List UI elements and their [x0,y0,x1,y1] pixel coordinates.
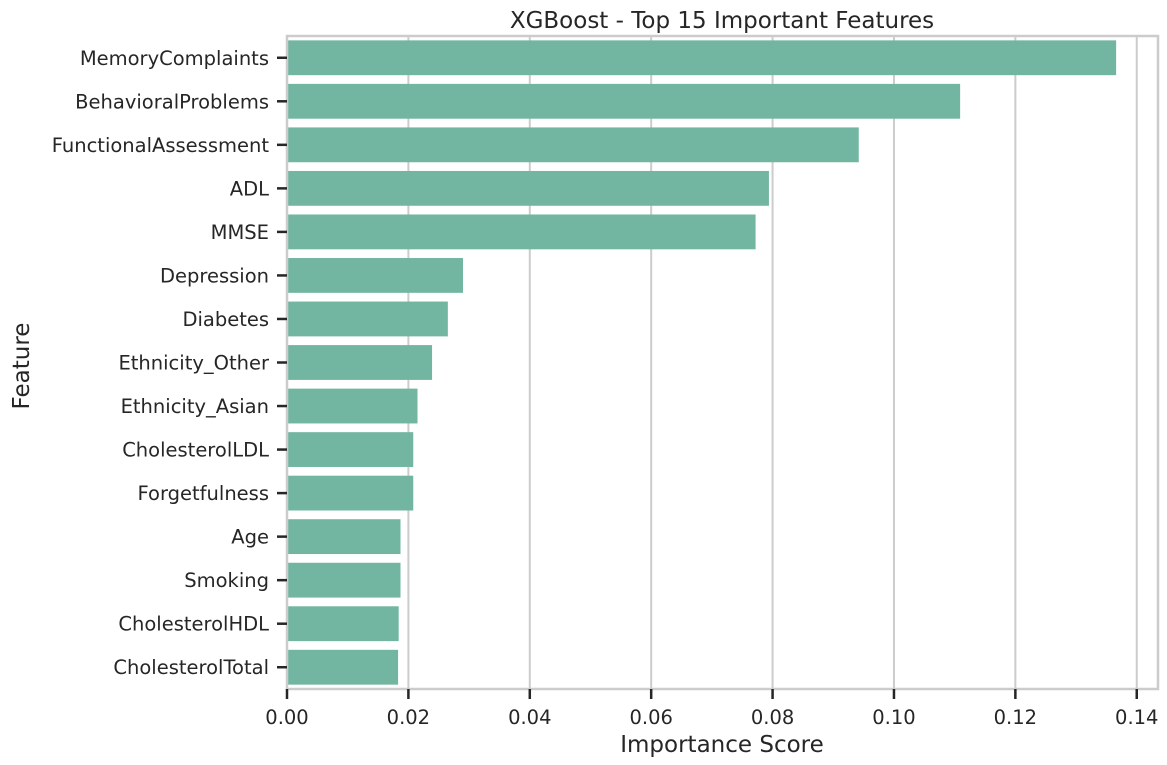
y-tick-label: Diabetes [182,308,269,331]
y-tick-label: Depression [160,264,269,287]
bar [287,83,961,119]
bar [287,214,756,250]
bar [287,606,399,642]
bars [287,40,1117,685]
bar [287,649,399,685]
y-tick-label: CholesterolLDL [122,439,269,462]
bar [287,345,433,380]
x-tick-label: 0.14 [1115,706,1158,729]
bar [287,475,414,511]
x-tick-label: 0.12 [994,706,1037,729]
x-tick-label: 0.04 [508,706,551,729]
y-tick-label: MMSE [211,221,269,244]
bar [287,40,1117,76]
x-tick-label: 0.08 [751,706,794,729]
y-tick-label: MemoryComplaints [80,47,269,70]
bar [287,170,769,206]
y-tick-label: Age [231,526,269,549]
x-tick-label: 0.02 [387,706,430,729]
x-axis-label: Importance Score [620,732,824,758]
bar [287,388,418,424]
bar [287,258,464,293]
y-tick-label: FunctionalAssessment [52,134,270,157]
y-tick-label: ADL [230,177,269,200]
chart-title: XGBoost - Top 15 Important Features [510,8,934,34]
y-ticks: MemoryComplaints BehavioralProblems Functi… [52,47,287,679]
bar [287,432,414,467]
x-tick-label: 0.10 [872,706,915,729]
y-tick-label: Smoking [184,569,269,592]
bar [287,562,401,598]
y-tick-label: Ethnicity_Other [118,352,270,375]
y-tick-label: CholesterolHDL [118,613,269,636]
bar [287,301,448,337]
x-tick-label: 0.00 [265,706,308,729]
x-ticks: 0.00 0.02 0.04 0.06 0.08 0.10 0.12 0.14 [265,689,1158,729]
y-tick-label: Ethnicity_Asian [121,395,269,418]
x-tick-label: 0.06 [629,706,672,729]
y-tick-label: Forgetfulness [138,482,269,505]
bar [287,127,859,163]
bar [287,519,401,555]
y-axis-label: Feature [9,323,35,410]
y-tick-label: BehavioralProblems [75,90,269,113]
y-tick-label: CholesterolTotal [113,656,269,679]
